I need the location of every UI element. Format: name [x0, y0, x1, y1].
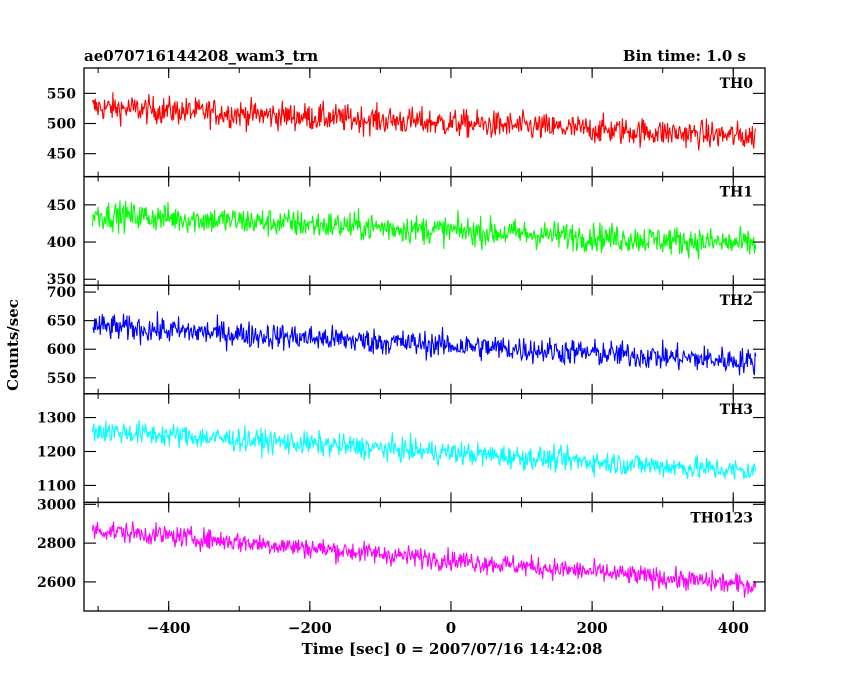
y-tick-label: 550 [47, 86, 76, 102]
panel-label: TH1 [720, 185, 753, 201]
series-th0123 [91, 521, 757, 598]
x-tick-label: 200 [576, 619, 607, 637]
y-tick-label: 1200 [37, 444, 76, 460]
panel-label: TH0123 [690, 510, 753, 526]
y-axis-label: Counts/sec [4, 299, 22, 391]
series-th2 [92, 311, 757, 376]
panels-group: 450 500 550 TH0 350 400 450 TH1 550 600 650 700 TH2 1… [37, 67, 766, 637]
y-tick-label: 700 [47, 285, 76, 301]
panel-th0123: 2600 2800 3000 TH0123 [37, 497, 766, 612]
y-tick-label: 1300 [37, 411, 76, 427]
y-tick-label: 350 [47, 272, 76, 288]
x-axis-label: Time [sec] 0 = 2007/07/16 14:42:08 [302, 640, 603, 658]
y-tick-label: 2800 [37, 536, 76, 552]
y-tick-label: 1100 [37, 478, 76, 494]
series-th3 [91, 420, 757, 480]
y-tick-label: 600 [47, 342, 76, 358]
y-tick-label: 3000 [37, 497, 76, 513]
series-th1 [91, 200, 757, 260]
y-tick-label: 550 [47, 371, 76, 387]
x-tick-label: −400 [147, 619, 191, 637]
panel-label: TH0 [720, 76, 754, 92]
y-tick-label: 400 [47, 235, 76, 251]
y-tick-label: 650 [47, 314, 76, 330]
panel-label: TH3 [720, 402, 753, 418]
panel-label: TH2 [720, 293, 753, 309]
y-tick-label: 500 [47, 117, 76, 133]
x-tick-label: −200 [288, 619, 332, 637]
x-tick-label: 400 [718, 619, 749, 637]
panel-th2: 550 600 650 700 TH2 [47, 284, 766, 395]
panel-th0: 450 500 550 TH0 [47, 67, 766, 178]
panel-frame [83, 501, 766, 612]
bin-time-label: Bin time: 1.0 s [623, 47, 746, 65]
x-tick-label: 0 [446, 619, 456, 637]
panel-frame [83, 393, 766, 504]
y-tick-label: 2600 [37, 575, 76, 591]
source-title: ae070716144208_wam3_trn [84, 47, 318, 65]
y-tick-label: 450 [47, 147, 76, 163]
panel-th3: 1100 1200 1300 TH3 [37, 393, 766, 504]
series-th0 [91, 92, 757, 151]
panel-th1: 350 400 450 TH1 [47, 175, 766, 288]
y-tick-label: 450 [47, 198, 76, 214]
